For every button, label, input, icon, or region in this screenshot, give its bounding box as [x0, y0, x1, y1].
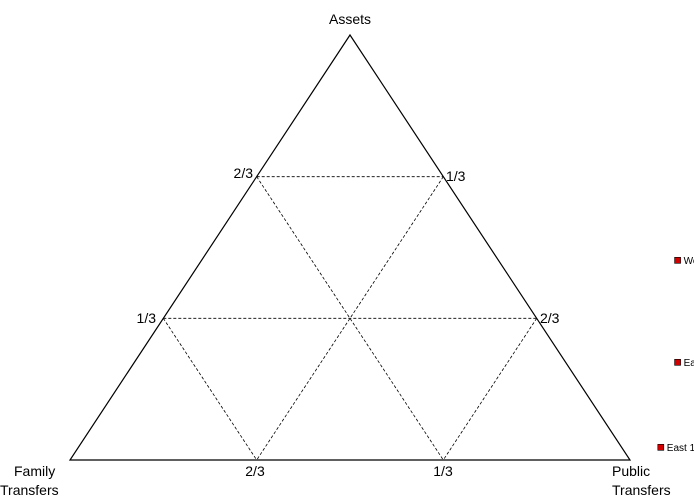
- point-marker: [674, 358, 681, 366]
- data-point: East 1993: [657, 443, 694, 454]
- vertex-label-left-line-1: Family: [14, 463, 55, 479]
- gridline-public-2-3: [256, 176, 444, 461]
- tick-label-right-1-3: 1/3: [446, 168, 466, 184]
- tick-labels: 1/3 2/3 1/3 2/3 2/3 1/3: [137, 165, 560, 479]
- point-marker: [657, 443, 665, 451]
- tick-label-bottom-1-3: 1/3: [433, 463, 453, 479]
- tick-label-left-1-3: 1/3: [137, 310, 157, 326]
- data-point: East 2003: [674, 358, 694, 369]
- point-label: East 2003: [684, 358, 694, 369]
- gridlines: [162, 176, 538, 461]
- vertex-label-left-line-2: Transfers: [0, 482, 59, 498]
- vertex-labels: Assets Family Transfers Public Transfers: [0, 11, 671, 498]
- point-label: West 2003: [684, 256, 694, 267]
- tick-label-right-2-3: 2/3: [540, 310, 560, 326]
- triangle-outline: [68, 33, 632, 461]
- vertex-label-right-line-2: Transfers: [612, 482, 671, 498]
- data-points: West 2003West 1993East 2003East 1993: [657, 256, 694, 454]
- data-point: West 2003: [674, 256, 694, 267]
- tick-label-left-2-3: 2/3: [234, 165, 254, 181]
- point-marker: [674, 256, 681, 264]
- tick-label-bottom-2-3: 2/3: [245, 463, 265, 479]
- gridline-family-2-3: [256, 176, 444, 461]
- gridline-family-1-3: [162, 318, 258, 461]
- gridline-public-1-3: [442, 318, 538, 461]
- vertex-label-right-line-1: Public: [612, 463, 650, 479]
- point-label: East 1993: [667, 443, 694, 454]
- vertex-label-top: Assets: [329, 11, 371, 27]
